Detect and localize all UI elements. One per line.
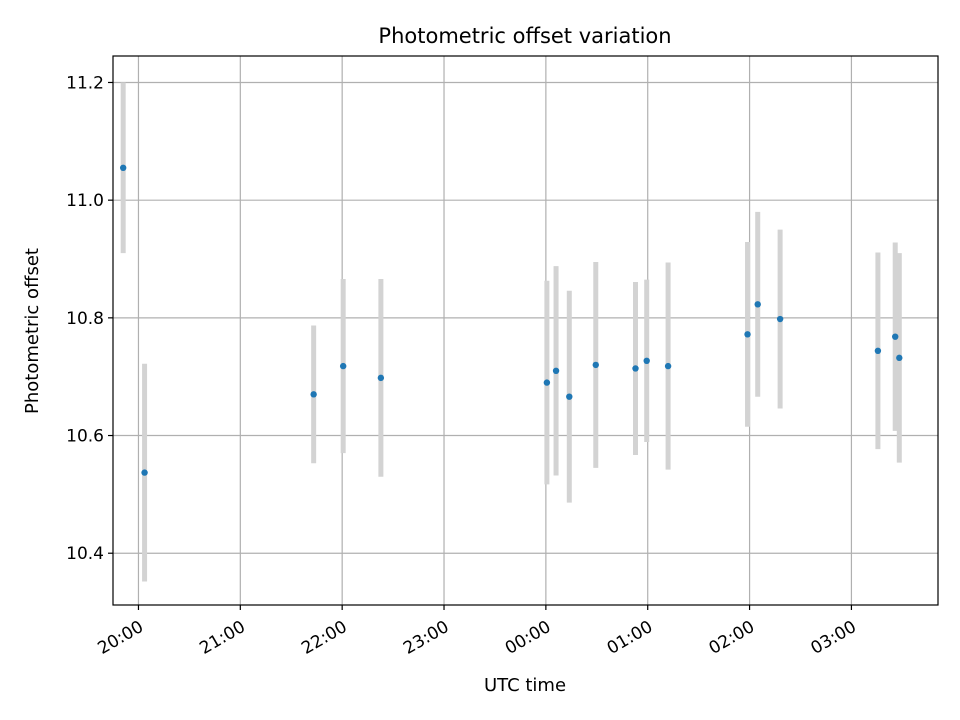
plot-area-frame [112, 55, 939, 606]
y-axis-label: Photometric offset [22, 248, 43, 414]
chart-title: Photometric offset variation [378, 24, 671, 48]
x-axis-label: UTC time [484, 675, 566, 696]
data-point [776, 315, 784, 323]
y-tick-label: 10.4 [66, 544, 104, 564]
data-point [552, 367, 560, 375]
data-point [892, 333, 899, 340]
data-point [896, 354, 903, 362]
y-tick-label: 11.0 [66, 191, 104, 211]
y-tick-label: 10.8 [66, 309, 104, 329]
data-point [377, 374, 385, 382]
data-point [141, 469, 148, 476]
data-point [310, 391, 317, 398]
y-tick-label: 10.6 [66, 427, 104, 447]
data-point [754, 301, 761, 308]
data-point [592, 361, 599, 369]
data-point [643, 357, 650, 365]
data-point [119, 164, 127, 172]
data-points [119, 164, 903, 476]
data-point [566, 393, 573, 400]
data-point [664, 362, 672, 370]
y-tick-label: 11.2 [66, 73, 104, 93]
data-point [632, 365, 639, 372]
data-point [543, 379, 551, 386]
data-point [339, 362, 347, 370]
data-point [744, 331, 751, 338]
y-axis: 10.4 10.6 10.8 11.0 11.2 [66, 73, 113, 564]
data-point [874, 347, 882, 355]
